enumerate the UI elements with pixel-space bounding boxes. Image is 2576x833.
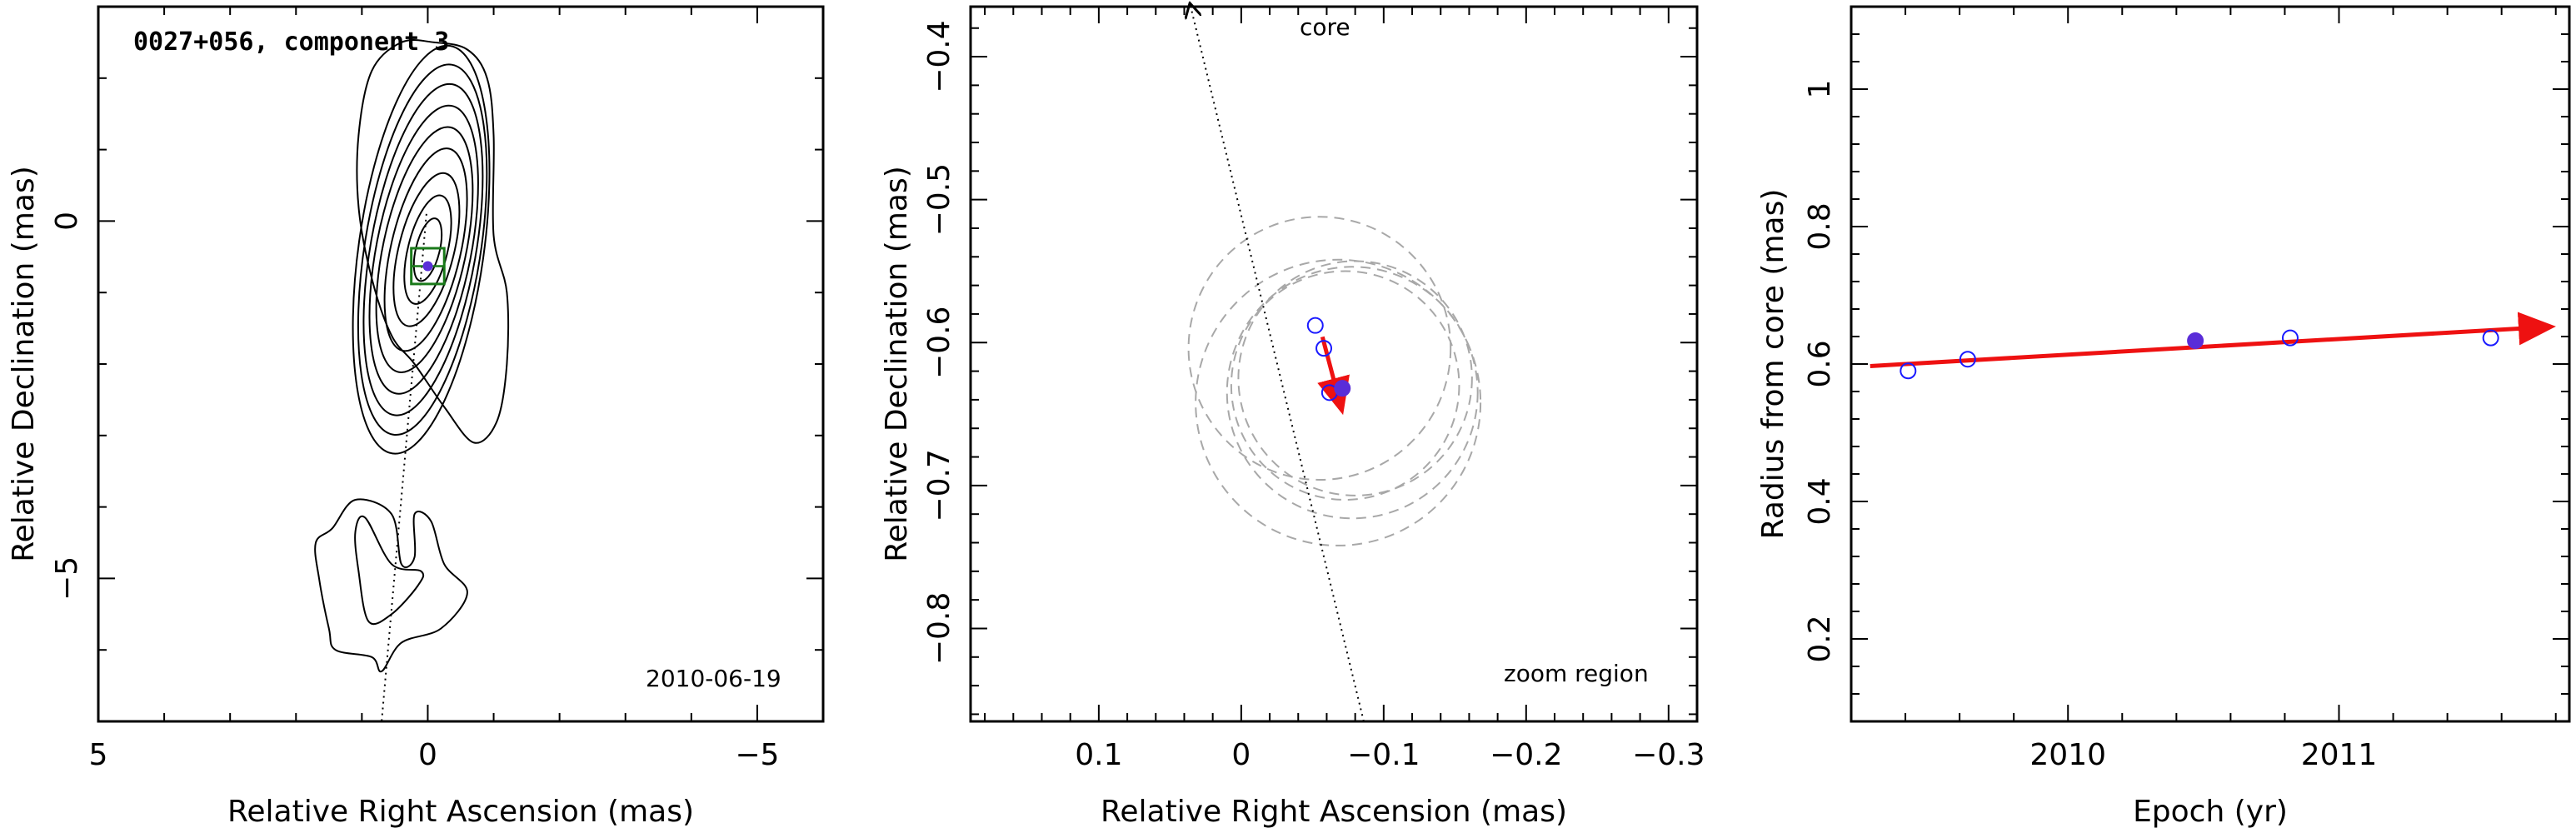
contour-plot-area [314,39,510,722]
y-axis-label: Relative Declination (mas) [7,166,41,562]
contour-line [375,126,474,373]
fit-line-arrow [1870,312,2556,368]
x-tick-label: 2010 [2029,738,2106,772]
y-tick-label: −0.7 [922,449,956,521]
contour-line [368,104,479,395]
y-axis-label: Relative Declination (mas) [880,166,914,562]
y-tick-label: −5 [50,556,84,601]
y-tick-label: −0.4 [922,20,956,92]
y-tick-label: −0.6 [922,307,956,379]
x-axis-label: Epoch (yr) [2133,795,2288,829]
position-marker [1306,317,1324,334]
y-tick-label: 0.2 [1803,615,1837,662]
component-size-circle [1237,260,1473,496]
core-label: core [1300,13,1350,41]
y-axis-label: Radius from core (mas) [1756,189,1790,540]
component-size-circle [1230,270,1460,501]
y-tick-label: −0.5 [922,163,956,236]
component-size-circle [1226,266,1479,520]
contour-line [354,515,425,626]
y-tick-label: 0.6 [1803,340,1837,387]
x-tick-label: −0.2 [1490,738,1562,772]
y-tick-label: 1 [1803,80,1837,99]
zoom-plot-area [1187,9,1482,722]
x-axis-label: Relative Right Ascension (mas) [227,795,694,829]
panel-zoom-region: 0.1 0 −0.1 −0.2 −0.3 −0.4 −0.5 −0.6 −0.7 −0.8 cor… [880,7,1705,829]
zoom-region-annotation: zoom region [1504,660,1649,687]
y-tick-label: 0.8 [1803,202,1837,250]
x-tick-label: −0.3 [1632,738,1705,772]
x-axis-label: Relative Right Ascension (mas) [1101,795,1567,829]
jet-direction-line [381,213,427,722]
plot-frame [1850,5,2571,723]
plot-frame [97,5,825,723]
contour-line [392,172,461,327]
radius-marker [2187,332,2204,349]
tick-marks: 5 0 −5 0 −5 [50,7,823,772]
panel-radius-vs-epoch: 2010 2011 0.2 0.4 0.6 0.8 1 Epoch (yr) Radius … [1756,5,2571,829]
contour-line [412,217,443,282]
component-size-circle [1187,216,1452,481]
plot-frame [969,5,1699,723]
component-size-circle [1195,258,1482,546]
position-marker [1315,340,1333,357]
position-marker [1334,380,1351,397]
radius-marker [2482,329,2499,347]
radius-marker [1900,362,1917,380]
x-tick-label: 0 [1231,738,1251,772]
panel-contour-map: 5 0 −5 0 −5 0027+056, component 3 2010-06-19… [7,5,825,829]
y-tick-label: 0 [50,212,84,231]
epoch-annotation: 2010-06-19 [646,665,781,692]
radius-marker [2281,329,2299,347]
radius-plot-area [1870,312,2556,380]
contour-line [356,39,510,444]
contour-line [403,194,452,305]
x-tick-label: 2011 [2301,738,2378,772]
x-tick-label: −5 [735,738,779,772]
contour-line [362,82,484,416]
y-tick-label: −0.8 [922,592,956,665]
y-tick-label: 0.4 [1803,477,1837,525]
x-tick-label: −0.1 [1347,738,1420,772]
contour-line [357,63,488,436]
contour-line [314,498,468,673]
tick-marks: 0.1 0 −0.1 −0.2 −0.3 −0.4 −0.5 −0.6 −0.7 −0.8 [922,7,1705,772]
x-tick-label: 5 [89,738,108,772]
tick-marks: 2010 2011 0.2 0.4 0.6 0.8 1 [1803,7,2569,772]
x-tick-label: 0.1 [1075,738,1122,772]
core-direction-line [1191,9,1365,722]
x-tick-label: 0 [418,738,437,772]
contour-line [352,44,491,455]
radius-marker [1959,351,1976,368]
component-marker [422,261,433,272]
chart-title: 0027+056, component 3 [133,27,449,57]
